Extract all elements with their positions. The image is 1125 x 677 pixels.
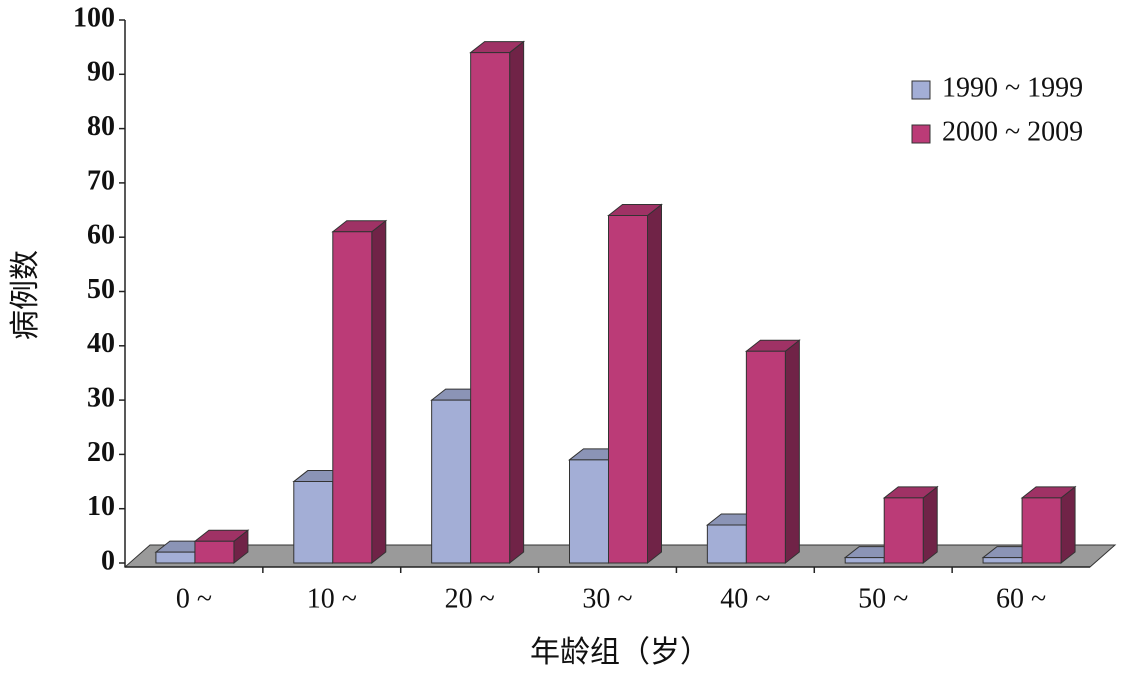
legend-swatch	[911, 80, 931, 100]
y-tick-label: 0	[101, 545, 115, 576]
bar-front	[608, 214, 648, 564]
bar	[469, 40, 526, 565]
x-axis-title: 年龄组（岁）	[530, 636, 710, 669]
x-tick-label: 20 ~	[445, 583, 495, 614]
y-tick-label: 100	[73, 2, 115, 33]
bar-side	[922, 485, 938, 565]
x-tick-label: 30 ~	[582, 583, 632, 614]
y-tick-label: 80	[87, 111, 115, 142]
bar-front	[1021, 497, 1062, 564]
bar	[331, 219, 388, 565]
bar-side	[647, 203, 662, 565]
bar-side	[509, 40, 525, 565]
y-tick-label: 60	[87, 220, 115, 251]
bar-front	[194, 540, 235, 564]
bar	[193, 529, 250, 565]
bar-side	[1060, 485, 1076, 565]
bar	[607, 203, 663, 565]
legend-label: 2000 ~ 2009	[942, 116, 1083, 147]
x-tick-label: 50 ~	[858, 583, 908, 614]
y-tick-label: 10	[87, 491, 115, 522]
legend-swatch	[911, 124, 931, 144]
x-tick-label: 10 ~	[307, 583, 357, 614]
y-tick-label: 70	[87, 165, 115, 196]
bar-front	[431, 399, 472, 564]
bar-front	[332, 231, 373, 564]
bar-front	[155, 551, 196, 564]
bar-front	[470, 52, 511, 564]
bar-side	[784, 339, 800, 565]
y-tick-label: 20	[87, 437, 115, 468]
y-tick-label: 30	[87, 383, 115, 414]
bar	[1020, 485, 1077, 565]
x-tick-label: 40 ~	[720, 583, 770, 614]
bar	[744, 339, 801, 565]
legend-label: 1990 ~ 1999	[942, 72, 1083, 103]
bar-front	[982, 557, 1023, 564]
y-axis-title: 病例数	[9, 250, 42, 340]
bar-front	[883, 497, 924, 564]
bar-front	[293, 481, 334, 564]
bar-front	[844, 557, 885, 564]
bar-front	[745, 350, 786, 564]
y-tick-label: 90	[87, 57, 115, 88]
x-tick-label: 0 ~	[176, 583, 212, 614]
bar	[882, 485, 939, 565]
x-tick-label: 60 ~	[996, 583, 1046, 614]
y-tick-label: 50	[87, 274, 115, 305]
bar-front	[706, 524, 747, 564]
y-tick-label: 40	[87, 328, 115, 359]
bar-front	[569, 459, 609, 564]
bar-side	[371, 219, 387, 565]
